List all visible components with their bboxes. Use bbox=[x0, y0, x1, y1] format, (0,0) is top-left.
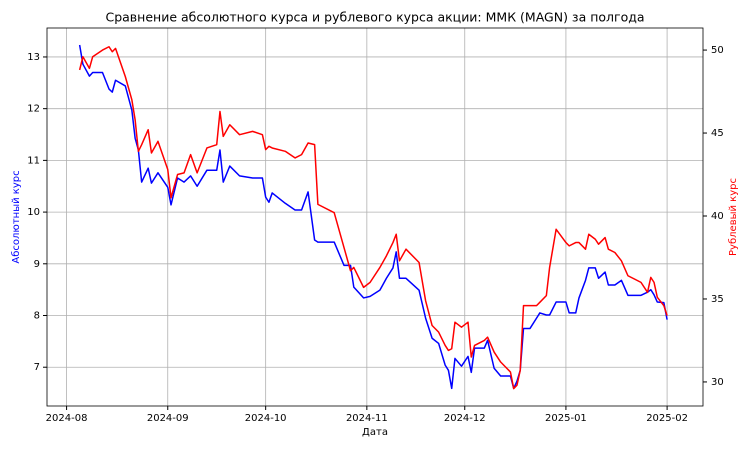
y2-tick-label: 35 bbox=[711, 294, 724, 305]
y-tick-label: 10 bbox=[27, 207, 40, 218]
y2-tick-label: 45 bbox=[711, 128, 724, 139]
x-tick-label: 2024-12 bbox=[444, 413, 486, 424]
y-tick-label: 12 bbox=[27, 104, 40, 115]
line-series bbox=[78, 44, 668, 390]
x-tick-label: 2024-08 bbox=[46, 413, 88, 424]
x-tick-label: 2024-09 bbox=[147, 413, 189, 424]
y-tick-label: 8 bbox=[34, 311, 40, 322]
y2-axis-label: Рублевый курс bbox=[728, 178, 739, 256]
plot-frame bbox=[46, 27, 704, 407]
x-tick-label: 2024-10 bbox=[245, 413, 287, 424]
y-tick-label: 11 bbox=[27, 155, 40, 166]
x-tick-label: 2025-01 bbox=[545, 413, 587, 424]
y2-tick-label: 50 bbox=[711, 45, 724, 56]
y-tick-label: 7 bbox=[34, 362, 40, 373]
x-axis-label: Дата bbox=[362, 427, 388, 438]
y-tick-label: 9 bbox=[34, 259, 40, 270]
y2-tick-label: 30 bbox=[711, 377, 724, 388]
y-axis-label: Абсолютный курс bbox=[11, 170, 22, 263]
line-series bbox=[78, 46, 668, 390]
y2-tick-label: 40 bbox=[711, 211, 724, 222]
x-tick-label: 2024-11 bbox=[346, 413, 388, 424]
chart-title: Сравнение абсолютного курса и рублевого … bbox=[105, 10, 644, 25]
y-tick-label: 13 bbox=[27, 52, 40, 63]
x-tick-label: 2025-02 bbox=[646, 413, 688, 424]
